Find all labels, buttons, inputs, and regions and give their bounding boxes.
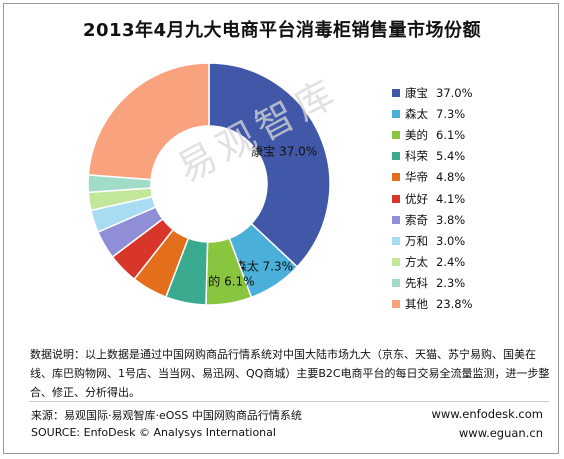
legend-label: 先科	[405, 276, 428, 291]
legend-item-索奇: 索奇 3.8%	[392, 209, 552, 230]
data-note: 数据说明：以上数据是通过中国网购商品行情系统对中国大陆市场九大（京东、天猫、苏宁…	[30, 348, 550, 399]
legend-item-科荣: 科荣 5.4%	[392, 146, 552, 167]
legend-value: 37.0%	[436, 85, 473, 100]
legend-value: 3.8%	[436, 212, 466, 227]
legend-item-森太: 森太 7.3%	[392, 103, 552, 124]
legend-label: 森太	[405, 106, 428, 121]
url-enfodesk: www.enfodesk.com	[431, 407, 543, 421]
legend-label: 美的	[405, 127, 428, 142]
legend-swatch	[392, 279, 400, 288]
legend-swatch	[392, 194, 400, 203]
legend-value: 4.8%	[436, 170, 466, 185]
legend-value: 5.4%	[436, 149, 466, 164]
legend-item-万和: 万和 3.0%	[392, 230, 552, 251]
legend-swatch	[392, 130, 400, 139]
legend-swatch	[392, 152, 400, 161]
slice-label-美的: 美的 6.1%	[196, 274, 254, 289]
legend-value: 2.3%	[436, 276, 466, 291]
legend-item-美的: 美的 6.1%	[392, 124, 552, 145]
legend-label: 方太	[405, 255, 428, 270]
slice-label-森太: 森太 7.3%	[235, 258, 293, 273]
legend-value: 7.3%	[436, 106, 466, 121]
legend-label: 科荣	[405, 149, 428, 164]
slice-label-康宝: 康宝 37.0%	[251, 143, 317, 158]
legend-item-其他: 其他 23.8%	[392, 294, 552, 315]
legend-swatch	[392, 88, 400, 97]
legend-value: 2.4%	[436, 255, 466, 270]
legend-item-先科: 先科 2.3%	[392, 273, 552, 294]
source-en: SOURCE: EnfoDesk © Analysys Internationa…	[31, 426, 276, 439]
divider	[29, 401, 549, 402]
legend-item-华帝: 华帝 4.8%	[392, 167, 552, 188]
legend-value: 23.8%	[436, 297, 473, 312]
legend-label: 优好	[405, 191, 428, 206]
legend-swatch	[392, 236, 400, 245]
legend-label: 万和	[405, 233, 428, 248]
legend-item-优好: 优好 4.1%	[392, 188, 552, 209]
legend-item-康宝: 康宝 37.0%	[392, 82, 552, 103]
url-eguan: www.eguan.cn	[458, 426, 543, 440]
legend-label: 其他	[405, 297, 428, 312]
chart-frame: 2013年4月九大电商平台消毒柜销售量市场份额 康宝 37.0% 森太 7.3% 美…	[3, 3, 559, 454]
legend-swatch	[392, 258, 400, 267]
chart-title: 2013年4月九大电商平台消毒柜销售量市场份额	[82, 20, 482, 41]
legend-label: 康宝	[405, 85, 428, 100]
chart-legend: 康宝 37.0% 森太 7.3% 美的 6.1% 科荣 5.4% 华帝 4.8% 优好 4.1% 索奇 3…	[392, 82, 552, 315]
slice-其他	[87, 62, 210, 181]
legend-label: 索奇	[405, 212, 428, 227]
legend-value: 4.1%	[436, 191, 466, 206]
legend-value: 3.0%	[436, 233, 466, 248]
slice-康宝	[208, 62, 331, 268]
legend-swatch	[392, 173, 400, 182]
legend-swatch	[392, 300, 400, 309]
legend-label: 华帝	[405, 170, 428, 185]
legend-item-方太: 方太 2.4%	[392, 252, 552, 273]
legend-swatch	[392, 215, 400, 224]
legend-value: 6.1%	[436, 127, 466, 142]
legend-swatch	[392, 109, 400, 118]
donut-chart: 康宝 37.0% 森太 7.3%美的 6.1%	[87, 62, 331, 306]
source-cn: 来源：易观国际·易观智库·eOSS 中国网购商品行情系统	[31, 409, 302, 422]
